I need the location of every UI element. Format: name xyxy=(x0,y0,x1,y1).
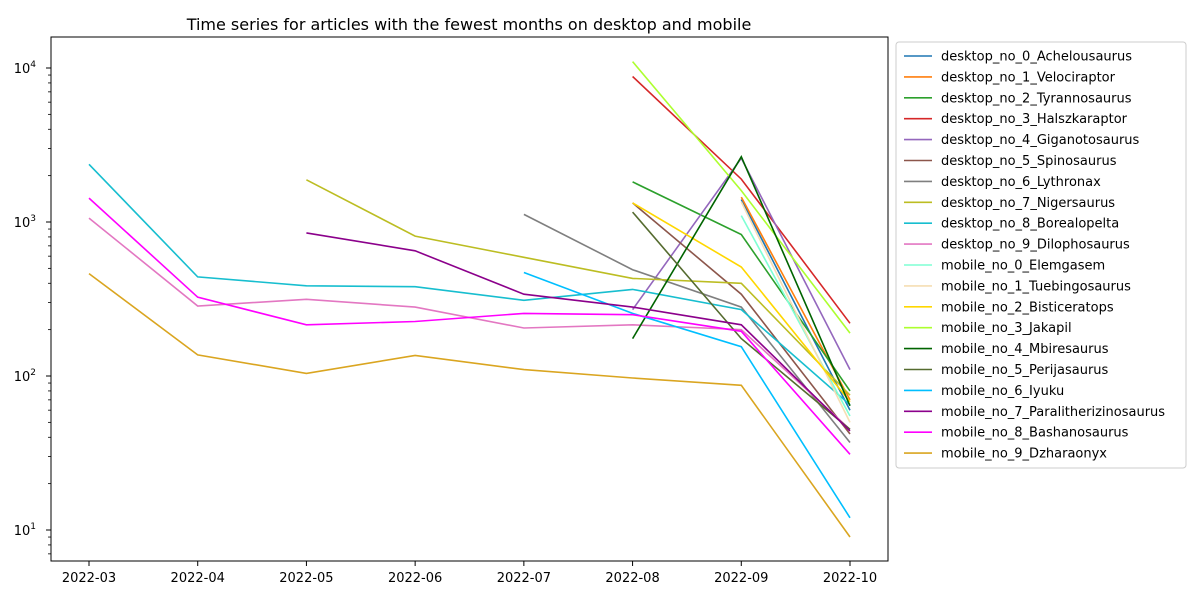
series-layer xyxy=(88,61,851,538)
series-line-14 xyxy=(631,155,851,407)
series-line-13 xyxy=(631,61,851,334)
series-line-16 xyxy=(523,271,851,519)
legend-label: desktop_no_6_Lythronax xyxy=(941,175,1101,190)
series-line-17 xyxy=(306,232,851,432)
legend-label: desktop_no_0_Achelousaurus xyxy=(941,50,1132,65)
series-line-19 xyxy=(88,272,851,538)
x-tick-label: 2022-08 xyxy=(605,571,659,586)
legend: desktop_no_0_Achelousaurus desktop_no_1_V… xyxy=(895,41,1187,469)
x-tick-label: 2022-04 xyxy=(171,571,225,586)
x-tick-label: 2022-03 xyxy=(62,571,116,586)
series-line-8 xyxy=(88,163,851,406)
series-line-10 xyxy=(740,215,851,417)
legend-label: desktop_no_7_Nigersaurus xyxy=(941,196,1115,211)
y-tick-label: 101 xyxy=(14,522,36,539)
legend-label: mobile_no_8_Bashanosaurus xyxy=(941,426,1129,441)
series-line-11 xyxy=(740,201,851,423)
legend-label: desktop_no_8_Borealopelta xyxy=(941,217,1119,232)
legend-label: mobile_no_2_Bisticeratops xyxy=(941,300,1114,315)
y-tick-label: 102 xyxy=(14,368,36,385)
legend-label: desktop_no_9_Dilophosaurus xyxy=(941,238,1130,253)
y-tick-label: 103 xyxy=(14,214,36,231)
legend-label: mobile_no_6_Iyuku xyxy=(941,384,1064,399)
legend-label: desktop_no_2_Tyrannosaurus xyxy=(941,91,1132,106)
legend-label: mobile_no_7_Paralitherizinosaurus xyxy=(941,405,1165,420)
x-tick-label: 2022-07 xyxy=(497,571,551,586)
x-tick-label: 2022-09 xyxy=(714,571,768,586)
plot-frame xyxy=(50,36,889,562)
legend-label: mobile_no_0_Elemgasem xyxy=(941,259,1105,274)
x-tick-label: 2022-10 xyxy=(823,571,877,586)
legend-label: desktop_no_4_Giganotosaurus xyxy=(941,133,1140,148)
legend-label: mobile_no_9_Dzharaonyx xyxy=(941,447,1107,462)
legend-box xyxy=(895,41,1187,469)
series-line-12 xyxy=(632,202,851,403)
series-line-3 xyxy=(632,75,851,324)
legend-label: mobile_no_5_Perijasaurus xyxy=(941,363,1109,378)
legend-label: desktop_no_5_Spinosaurus xyxy=(941,154,1117,169)
series-line-2 xyxy=(632,181,851,392)
legend-label: desktop_no_1_Velociraptor xyxy=(941,70,1116,85)
series-line-18 xyxy=(88,197,851,455)
series-line-15 xyxy=(631,211,851,431)
x-tick-label: 2022-05 xyxy=(279,571,333,586)
chart-title: Time series for articles with the fewest… xyxy=(186,15,752,34)
legend-label: mobile_no_1_Tuebingosaurus xyxy=(941,279,1131,294)
legend-label: mobile_no_3_Jakapil xyxy=(941,321,1072,336)
y-tick-label: 104 xyxy=(14,60,37,77)
x-tick-label: 2022-06 xyxy=(388,571,442,586)
series-line-0 xyxy=(740,199,851,411)
legend-label: desktop_no_3_Halszkaraptor xyxy=(941,112,1128,127)
series-line-5 xyxy=(632,202,851,435)
y-axis: 101 102 103 104 xyxy=(14,60,51,555)
legend-label: mobile_no_4_Mbiresaurus xyxy=(941,342,1109,357)
x-axis: 2022-03 2022-04 2022-05 2022-06 2022-07 2022-… xyxy=(62,561,877,586)
series-line-6 xyxy=(523,213,851,444)
series-line-7 xyxy=(306,179,851,396)
